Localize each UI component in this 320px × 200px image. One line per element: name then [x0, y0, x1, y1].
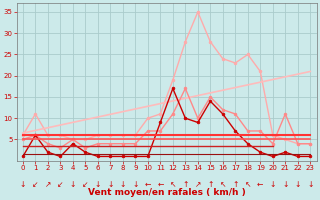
Text: ↓: ↓: [95, 180, 101, 189]
Text: ↗: ↗: [195, 180, 201, 189]
Text: ↖: ↖: [170, 180, 176, 189]
Text: ↓: ↓: [295, 180, 301, 189]
Text: ↑: ↑: [232, 180, 238, 189]
Text: ↓: ↓: [70, 180, 76, 189]
X-axis label: Vent moyen/en rafales ( km/h ): Vent moyen/en rafales ( km/h ): [88, 188, 245, 197]
Text: ↓: ↓: [282, 180, 288, 189]
Text: ↑: ↑: [182, 180, 188, 189]
Text: ↓: ↓: [107, 180, 114, 189]
Text: ←: ←: [157, 180, 164, 189]
Text: ↖: ↖: [220, 180, 226, 189]
Text: ←: ←: [145, 180, 151, 189]
Text: ↙: ↙: [57, 180, 64, 189]
Text: ↓: ↓: [20, 180, 26, 189]
Text: ↓: ↓: [270, 180, 276, 189]
Text: ↙: ↙: [82, 180, 89, 189]
Text: ↓: ↓: [120, 180, 126, 189]
Text: ↖: ↖: [244, 180, 251, 189]
Text: ←: ←: [257, 180, 263, 189]
Text: ↗: ↗: [45, 180, 51, 189]
Text: ↑: ↑: [207, 180, 213, 189]
Text: ↙: ↙: [32, 180, 39, 189]
Text: ↓: ↓: [307, 180, 314, 189]
Text: ↓: ↓: [132, 180, 139, 189]
